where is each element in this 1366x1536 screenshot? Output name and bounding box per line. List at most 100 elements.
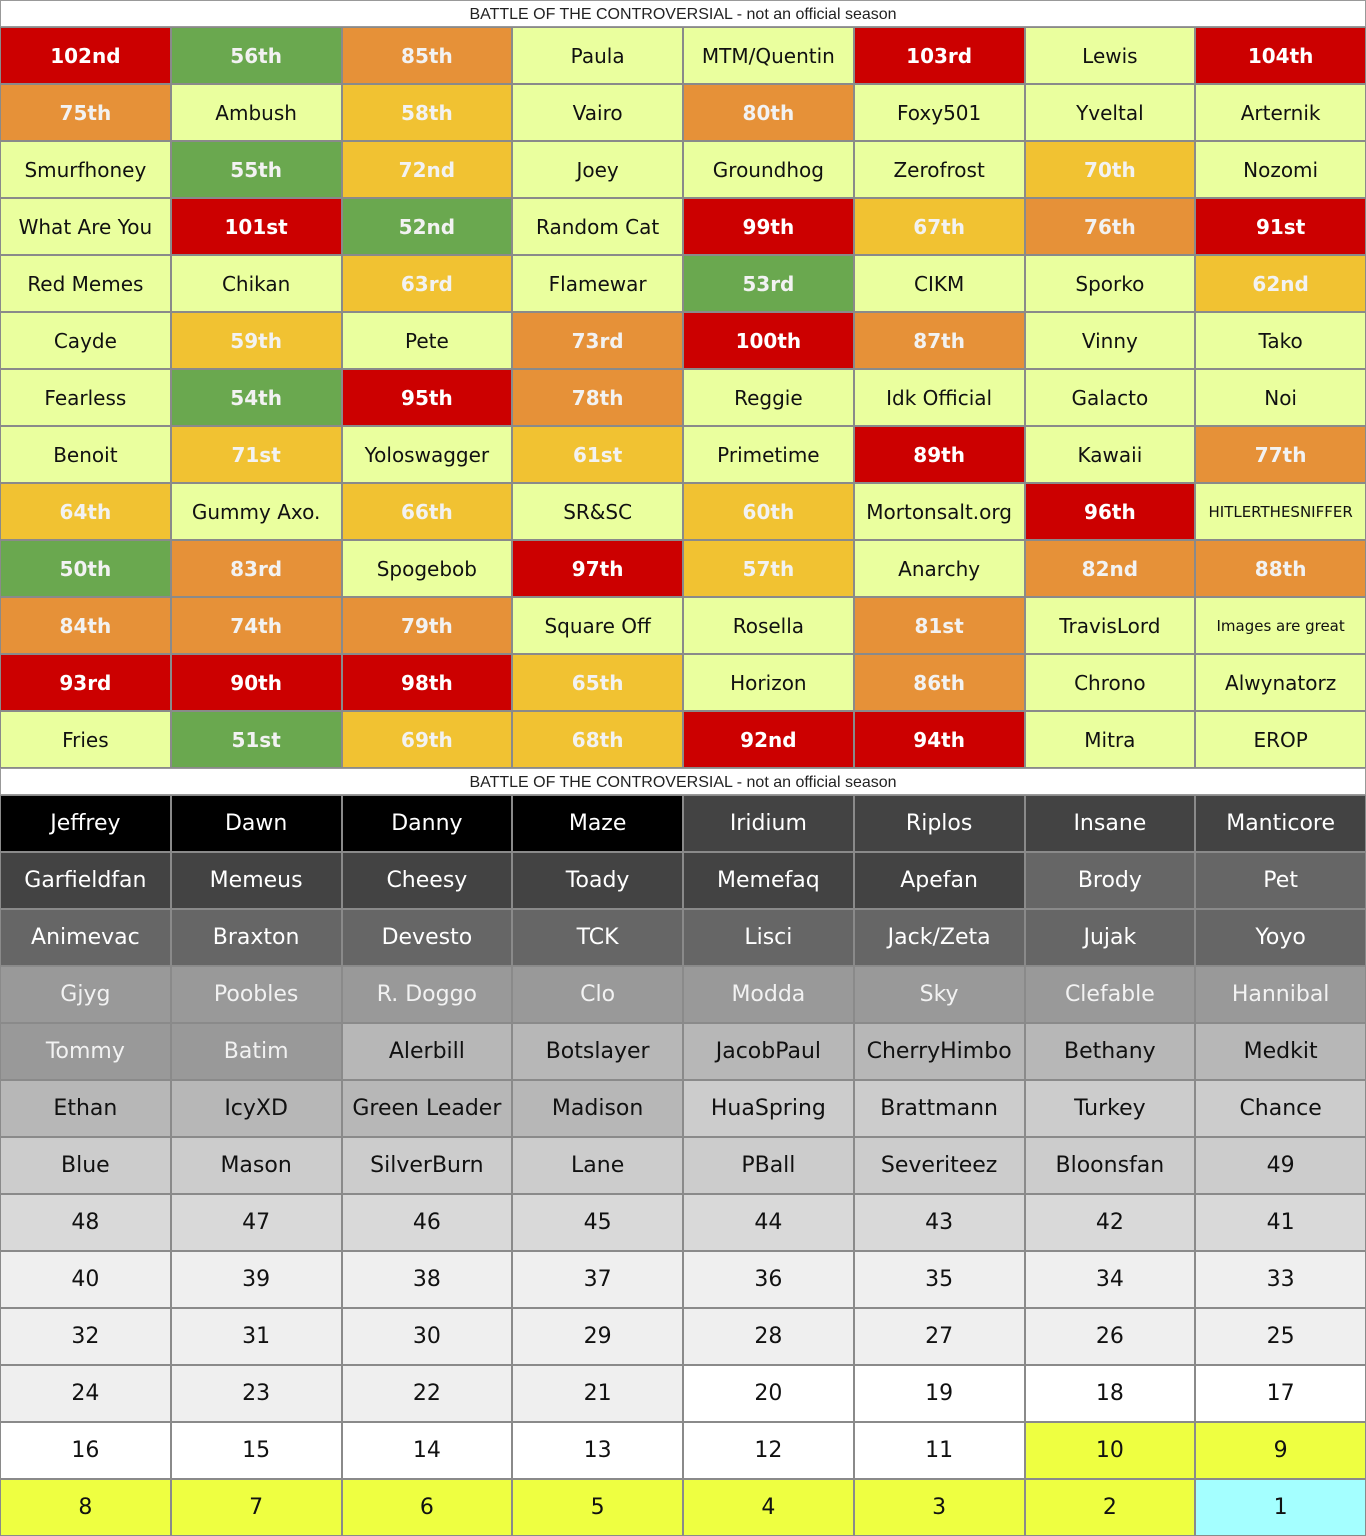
table-cell: Green Leader <box>341 1080 513 1137</box>
table-cell: 84th <box>0 597 171 654</box>
table-cell: Flamewar <box>512 255 683 312</box>
table-cell: Lane <box>512 1137 683 1194</box>
table-cell: Mortonsalt.org <box>853 483 1025 540</box>
table-cell: 6 <box>341 1479 513 1536</box>
table-cell: 38 <box>341 1251 513 1308</box>
table-cell: Mitra <box>1024 711 1196 768</box>
table-cell: TravisLord <box>1024 597 1196 654</box>
table-cell: JacobPaul <box>683 1023 854 1080</box>
table-cell: Tommy <box>0 1023 171 1080</box>
table-cell: Toady <box>512 852 683 909</box>
table-cell: 51st <box>170 711 342 768</box>
table-cell: 52nd <box>341 198 513 255</box>
table-cell: 58th <box>341 84 513 141</box>
table-cell: Lewis <box>1024 27 1196 84</box>
table-cell: Cheesy <box>341 852 513 909</box>
table-title: BATTLE OF THE CONTROVERSIAL - not an off… <box>0 0 1366 27</box>
table-cell: Zerofrost <box>853 141 1025 198</box>
table-cell: Gummy Axo. <box>170 483 342 540</box>
table-cell: 48 <box>0 1194 171 1251</box>
table-cell: 32 <box>0 1308 171 1365</box>
table-cell: 77th <box>1195 426 1366 483</box>
table-cell: Pete <box>341 312 513 369</box>
table-cell: Sporko <box>1024 255 1196 312</box>
table-cell: SilverBurn <box>341 1137 513 1194</box>
table-cell: Square Off <box>512 597 683 654</box>
table-cell: 88th <box>1195 540 1366 597</box>
table-cell: Lisci <box>683 909 854 966</box>
table-cell: Noi <box>1195 369 1366 426</box>
table-cell: 63rd <box>341 255 513 312</box>
table-cell: Braxton <box>170 909 342 966</box>
table-cell: 98th <box>341 654 513 711</box>
table-cell: 44 <box>683 1194 854 1251</box>
table-cell: Alwynatorz <box>1195 654 1366 711</box>
standings-table: BATTLE OF THE CONTROVERSIAL - not an off… <box>0 768 1366 1536</box>
table-cell: 2 <box>1024 1479 1196 1536</box>
table-cell: 57th <box>683 540 854 597</box>
table-cell: Apefan <box>853 852 1025 909</box>
table-cell: Smurfhoney <box>0 141 171 198</box>
table-cell: SR&SC <box>512 483 683 540</box>
table-cell: 49 <box>1195 1137 1366 1194</box>
table-cell: Insane <box>1024 795 1196 852</box>
table-cell: 60th <box>683 483 854 540</box>
table-cell: Yveltal <box>1024 84 1196 141</box>
table-cell: 42 <box>1024 1194 1196 1251</box>
table-cell: 94th <box>853 711 1025 768</box>
table-cell: Botslayer <box>512 1023 683 1080</box>
table-cell: 87th <box>853 312 1025 369</box>
table-cell: 26 <box>1024 1308 1196 1365</box>
table-cell: Bloonsfan <box>1024 1137 1196 1194</box>
table-cell: Fries <box>0 711 171 768</box>
table-cell: 41 <box>1195 1194 1366 1251</box>
table-cell: 75th <box>0 84 171 141</box>
table-cell: Kawaii <box>1024 426 1196 483</box>
table-cell: 79th <box>341 597 513 654</box>
table-cell: 67th <box>853 198 1025 255</box>
table-cell: Paula <box>512 27 683 84</box>
table-cell: 96th <box>1024 483 1196 540</box>
table-cell: 78th <box>512 369 683 426</box>
table-cell: Vinny <box>1024 312 1196 369</box>
table-cell: Primetime <box>683 426 854 483</box>
table-cell: Tako <box>1195 312 1366 369</box>
table-cell: Random Cat <box>512 198 683 255</box>
table-cell: 9 <box>1195 1422 1366 1479</box>
table-title: BATTLE OF THE CONTROVERSIAL - not an off… <box>0 768 1366 795</box>
table-cell: 97th <box>512 540 683 597</box>
table-cell: Jack/Zeta <box>853 909 1025 966</box>
table-cell: 12 <box>683 1422 854 1479</box>
table-cell: IcyXD <box>170 1080 342 1137</box>
table-cell: Idk Official <box>853 369 1025 426</box>
table-cell: Rosella <box>683 597 854 654</box>
table-cell: 45 <box>512 1194 683 1251</box>
table-cell: Bethany <box>1024 1023 1196 1080</box>
table-cell: 43 <box>853 1194 1025 1251</box>
table-cell: Pet <box>1195 852 1366 909</box>
table-cell: 90th <box>170 654 342 711</box>
table-cell: Galacto <box>1024 369 1196 426</box>
table-cell: Horizon <box>683 654 854 711</box>
table-cell: 11 <box>853 1422 1025 1479</box>
table-cell: HITLERTHESNIFFER <box>1195 483 1366 540</box>
table-cell: 35 <box>853 1251 1025 1308</box>
table-cell: Groundhog <box>683 141 854 198</box>
table-cell: 21 <box>512 1365 683 1422</box>
table-cell: 74th <box>170 597 342 654</box>
table-cell: Hannibal <box>1195 966 1366 1023</box>
table-cell: 70th <box>1024 141 1196 198</box>
table-cell: 40 <box>0 1251 171 1308</box>
table-cell: 25 <box>1195 1308 1366 1365</box>
table-cell: 27 <box>853 1308 1025 1365</box>
table-cell: 16 <box>0 1422 171 1479</box>
table-cell: 86th <box>853 654 1025 711</box>
table-cell: 5 <box>512 1479 683 1536</box>
table-cell: Riplos <box>853 795 1025 852</box>
table-cell: 103rd <box>853 27 1025 84</box>
table-cell: Devesto <box>341 909 513 966</box>
table-cell: 17 <box>1195 1365 1366 1422</box>
table-cell: Images are great <box>1195 597 1366 654</box>
table-cell: 47 <box>170 1194 342 1251</box>
table-cell: 101st <box>170 198 342 255</box>
